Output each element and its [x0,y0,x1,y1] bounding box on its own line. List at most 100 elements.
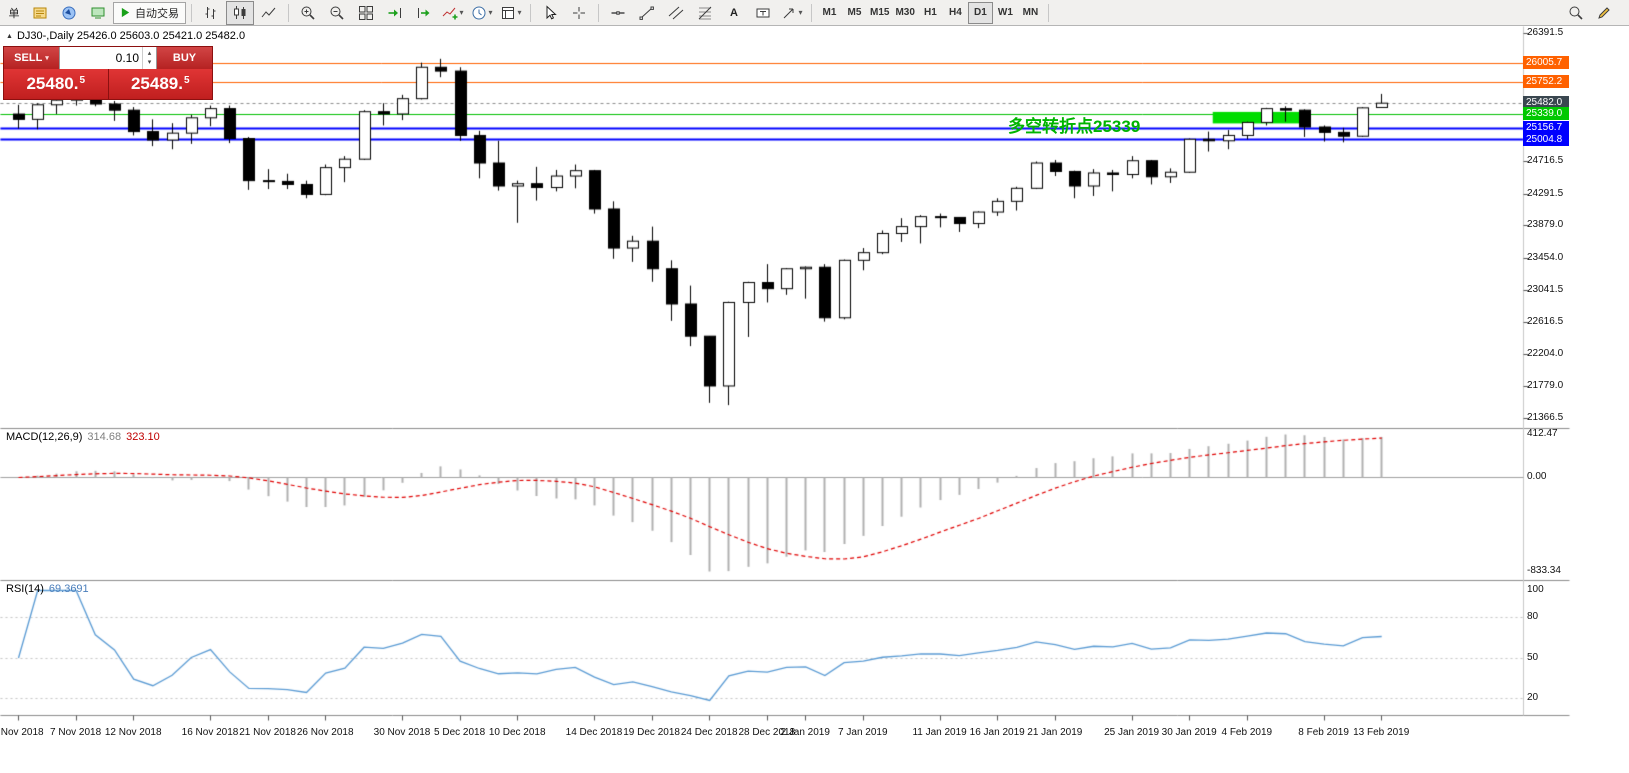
periods-button[interactable]: ▾ [468,1,496,25]
line-chart-icon [261,7,276,17]
zoom-in-button[interactable] [294,1,322,25]
timeframe-button-H4[interactable]: H4 [943,2,968,24]
clock-icon [472,6,486,19]
rsi-scale-label: 20 [1527,692,1539,703]
price-chart-canvas[interactable] [0,26,1629,773]
zoom-out-button[interactable] [323,1,351,25]
templates-button[interactable]: ▾ [497,1,525,25]
fibonacci-icon [698,6,712,19]
sell-button[interactable]: SELL ▾ [4,47,59,69]
price-line-badge: 25004.8 [1523,132,1569,146]
timeframe-button-W1[interactable]: W1 [993,2,1018,24]
price-line-badge: 25752.2 [1523,75,1569,89]
toolbar-separator [811,3,812,22]
zoom-out-icon [330,6,344,20]
crosshair-icon [573,6,585,19]
timeframe-button-M15[interactable]: M15 [867,2,892,24]
sell-price-main: 25480. [26,74,79,93]
time-axis-label: 12 Nov 2018 [104,727,162,738]
tile-windows-button[interactable] [352,1,380,25]
bar-chart-icon [205,6,216,19]
fibonacci-button[interactable] [691,1,719,25]
volume-down-icon[interactable]: ▾ [147,59,152,66]
price-line-badge: 25482.0 [1523,96,1569,110]
search-button[interactable] [1562,1,1590,25]
line-chart-button[interactable] [255,1,283,25]
horizontal-line-button[interactable] [604,1,632,25]
symbol-marker-icon: ▲ [6,32,13,40]
volume-up-icon[interactable]: ▴ [147,50,152,57]
trendline-button[interactable] [633,1,661,25]
indicators-icon [443,7,458,19]
price-axis-tick: 26391.5 [1527,27,1564,38]
channel-button[interactable] [662,1,690,25]
volume-input[interactable] [60,47,142,69]
volume-control: ▴ ▾ [59,47,157,69]
price-axis-tick: 21779.0 [1527,380,1564,392]
chevron-down-icon: ▾ [517,8,522,17]
new-order-button[interactable]: 单 [3,2,25,24]
autotrade-button[interactable]: 自动交易 [113,1,186,24]
arrows-icon [784,8,794,18]
text-tool-button[interactable]: A [720,1,748,25]
chart-shift-button[interactable] [410,1,438,25]
time-axis-label: 26 Nov 2018 [296,727,354,738]
price-axis-tick: 22616.5 [1527,316,1564,328]
price-axis-tick: 24291.5 [1527,187,1564,199]
timeframe-button-H1[interactable]: H1 [918,2,943,24]
crosshair-button[interactable] [565,1,593,25]
pencil-icon [1598,6,1610,19]
cursor-button[interactable] [536,1,564,25]
text-label-button[interactable] [749,1,777,25]
timeframe-button-M30[interactable]: M30 [892,2,917,24]
time-axis-label: 30 Jan 2019 [1161,727,1217,738]
terminal-button[interactable] [84,1,112,25]
edit-button[interactable] [1590,1,1618,25]
buy-price[interactable]: 25489. 5 [108,69,212,99]
time-axis-label: 16 Jan 2019 [969,727,1025,738]
chart-title: ▲ DJ30-,Daily 25426.0 25603.0 25421.0 25… [6,30,245,42]
sell-price[interactable]: 25480. 5 [4,69,109,99]
autotrade-label: 自动交易 [135,7,179,20]
timeframe-button-M1[interactable]: M1 [817,2,842,24]
auto-scroll-icon [388,7,401,18]
trade-panel-top-row: SELL ▾ ▴ ▾ BUY [4,47,212,69]
template-icon [502,6,515,19]
terminal-icon [91,7,105,18]
timeframe-button-M5[interactable]: M5 [842,2,867,24]
market-watch-button[interactable] [26,1,54,25]
rsi-scale-label: 80 [1527,611,1539,622]
bar-chart-button[interactable] [197,1,225,25]
time-axis-label: 30 Nov 2018 [373,727,431,738]
time-axis-label: 24 Dec 2018 [680,727,738,738]
time-axis-label: 2 Jan 2019 [780,727,830,738]
timeframe-group: M1 M5 M15 M30 H1 H4 D1 W1 MN [817,1,1043,24]
chevron-down-icon: ▾ [459,8,464,17]
price-line-badge: 25156.7 [1523,121,1569,135]
time-axis-label: 21 Jan 2019 [1027,727,1083,738]
navigator-icon [62,6,76,19]
time-axis-label: 16 Nov 2018 [181,727,239,738]
time-axis-label: 28 Dec 2018 [738,727,796,738]
buy-button[interactable]: BUY [157,47,212,69]
time-axis-label: 11 Jan 2019 [912,727,967,738]
macd-label: MACD(12,26,9) 314.68 323.10 [6,431,160,443]
rsi-label: RSI(14) 69.3691 [6,583,89,595]
zoom-in-icon [301,6,315,20]
navigator-button[interactable] [55,1,83,25]
shapes-button[interactable]: ▾ [778,1,806,25]
indicators-button[interactable]: ▾ [439,1,467,25]
time-axis-label: 25 Jan 2019 [1104,727,1160,738]
price-axis-tick: 22204.0 [1527,347,1564,359]
text-label-icon [756,8,770,17]
timeframe-button-D1[interactable]: D1 [967,1,993,24]
text-icon: A [730,6,738,19]
candlestick-chart-button[interactable] [226,0,254,25]
trade-panel-price-row: 25480. 5 25489. 5 [4,69,212,99]
time-axis-label: 7 Nov 2018 [50,727,102,738]
timeframe-button-MN[interactable]: MN [1018,2,1043,24]
sell-price-sup: 5 [79,75,86,86]
auto-scroll-button[interactable] [381,1,409,25]
sell-button-label: SELL [14,52,43,64]
market-watch-icon [33,7,47,18]
